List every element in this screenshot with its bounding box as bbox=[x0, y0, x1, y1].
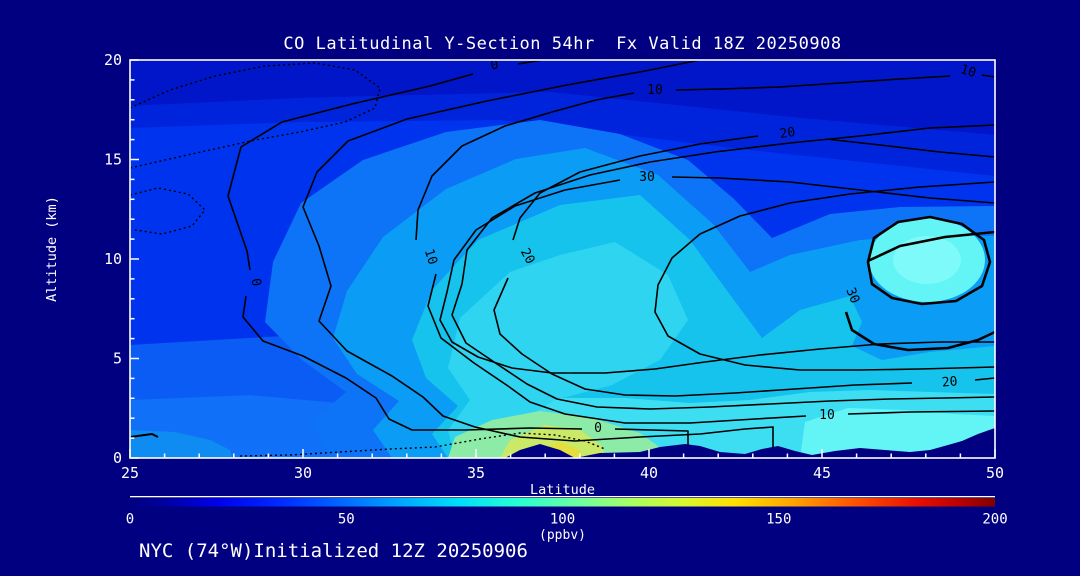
fill-region bbox=[893, 236, 961, 284]
contour-line bbox=[227, 73, 474, 271]
terrain-silhouette bbox=[575, 428, 995, 458]
fill-region bbox=[130, 430, 232, 458]
colorbar-tick-label: 0 bbox=[126, 512, 134, 528]
contour-label: 10 bbox=[819, 408, 835, 423]
y-tick-label: 20 bbox=[104, 51, 122, 69]
colorbar-unit-label: (ppbv) bbox=[539, 528, 586, 543]
x-tick-label: 25 bbox=[121, 464, 139, 482]
y-tick-labels: 0 5 10 15 20 bbox=[104, 51, 122, 467]
contour-line bbox=[866, 215, 992, 306]
contour-label: 10 bbox=[958, 62, 978, 81]
contour-line bbox=[415, 92, 635, 241]
contour-line bbox=[844, 311, 995, 352]
colorbar-top-line bbox=[130, 496, 995, 498]
terrain-silhouette bbox=[505, 444, 575, 458]
contour-line bbox=[675, 75, 951, 91]
x-tick-label: 50 bbox=[986, 464, 1004, 482]
contour-label: 0 bbox=[490, 58, 500, 74]
contour-line bbox=[671, 176, 995, 204]
chart-title: CO Latitudinal Y-Section 54hr Fx Valid 1… bbox=[283, 34, 842, 54]
axis-ticks bbox=[129, 59, 996, 459]
contour-line bbox=[493, 277, 913, 397]
contour-label: 10 bbox=[647, 83, 663, 98]
x-tick-label: 40 bbox=[640, 464, 658, 482]
fill-region bbox=[448, 242, 688, 458]
contour-line bbox=[981, 74, 995, 78]
x-tick-label: 30 bbox=[294, 464, 312, 482]
contour-line-labels: 0 10 10 20 30 0 10 20 30 20 10 0 bbox=[247, 58, 977, 436]
x-axis-title: Latitude bbox=[529, 482, 596, 498]
x-tick-label: 35 bbox=[467, 464, 485, 482]
contour-line bbox=[451, 124, 995, 410]
fill-region bbox=[130, 92, 995, 176]
contour-label: 20 bbox=[941, 374, 958, 390]
contour-line bbox=[302, 60, 774, 449]
contour-line bbox=[439, 179, 995, 374]
x-tick-label: 45 bbox=[813, 464, 831, 482]
contour-line bbox=[427, 273, 807, 424]
y-tick-label: 15 bbox=[104, 151, 122, 169]
colorbar-gradient bbox=[130, 498, 995, 507]
colorbar-tick-label: 100 bbox=[550, 512, 575, 528]
contour-line bbox=[867, 230, 995, 263]
contour-line bbox=[825, 138, 995, 158]
contour-line bbox=[847, 410, 995, 415]
y-axis-title: Altitude (km) bbox=[44, 196, 60, 302]
contour-fills bbox=[130, 60, 995, 458]
contour-lines bbox=[130, 60, 995, 457]
x-tick-labels: 25 30 35 40 45 50 bbox=[121, 464, 1004, 482]
y-tick-label: 0 bbox=[113, 449, 122, 467]
contour-label: 30 bbox=[842, 286, 862, 306]
contour-label: 20 bbox=[517, 246, 538, 267]
colorbar-tick-label: 50 bbox=[338, 512, 355, 528]
colorbar-tick-labels: 0 50 100 150 200 bbox=[126, 512, 1008, 528]
contour-line bbox=[512, 135, 759, 241]
contour-label: 20 bbox=[779, 125, 797, 142]
terrain-mask bbox=[505, 428, 995, 458]
contour-line bbox=[130, 433, 159, 438]
fill-region bbox=[130, 60, 995, 135]
contour-line bbox=[654, 181, 995, 371]
run-info-annotation: NYC (74°W)Initialized 12Z 20250906 bbox=[139, 540, 528, 562]
colorbar-tick-label: 200 bbox=[982, 512, 1007, 528]
contour-label: 30 bbox=[639, 170, 655, 185]
y-tick-label: 5 bbox=[113, 350, 122, 368]
contour-line bbox=[974, 377, 995, 381]
contour-label: 0 bbox=[594, 421, 602, 436]
contour-line bbox=[239, 432, 606, 457]
colorbar-tick-label: 150 bbox=[766, 512, 791, 528]
contour-label: 0 bbox=[247, 277, 263, 287]
contour-label: 10 bbox=[421, 247, 440, 267]
y-tick-label: 10 bbox=[104, 250, 122, 268]
